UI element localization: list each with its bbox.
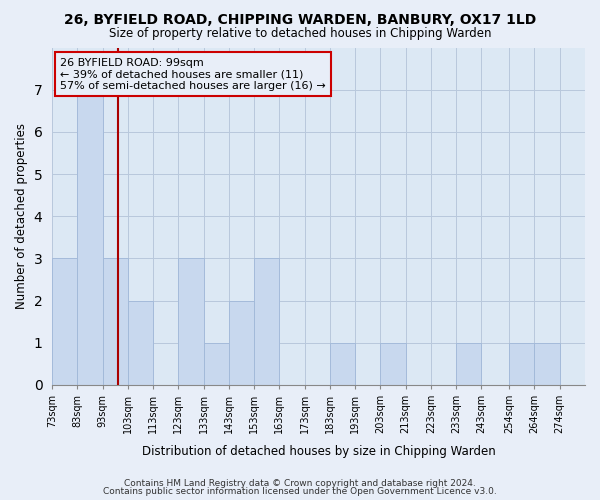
X-axis label: Distribution of detached houses by size in Chipping Warden: Distribution of detached houses by size … (142, 444, 496, 458)
Bar (229, 300, 254, 385)
Bar (128, 300, 153, 385)
Bar (52, 258, 77, 385)
Bar (330, 343, 355, 385)
Text: Size of property relative to detached houses in Chipping Warden: Size of property relative to detached ho… (109, 28, 491, 40)
Bar (178, 258, 203, 385)
Bar (535, 343, 560, 385)
Bar (254, 258, 280, 385)
Bar (509, 343, 535, 385)
Bar (456, 343, 481, 385)
Bar (77, 90, 103, 385)
Bar (203, 343, 229, 385)
Text: 26, BYFIELD ROAD, CHIPPING WARDEN, BANBURY, OX17 1LD: 26, BYFIELD ROAD, CHIPPING WARDEN, BANBU… (64, 12, 536, 26)
Text: Contains public sector information licensed under the Open Government Licence v3: Contains public sector information licen… (103, 487, 497, 496)
Bar (103, 258, 128, 385)
Text: Contains HM Land Registry data © Crown copyright and database right 2024.: Contains HM Land Registry data © Crown c… (124, 478, 476, 488)
Bar (380, 343, 406, 385)
Text: 26 BYFIELD ROAD: 99sqm
← 39% of detached houses are smaller (11)
57% of semi-det: 26 BYFIELD ROAD: 99sqm ← 39% of detached… (60, 58, 326, 91)
Y-axis label: Number of detached properties: Number of detached properties (15, 123, 28, 309)
